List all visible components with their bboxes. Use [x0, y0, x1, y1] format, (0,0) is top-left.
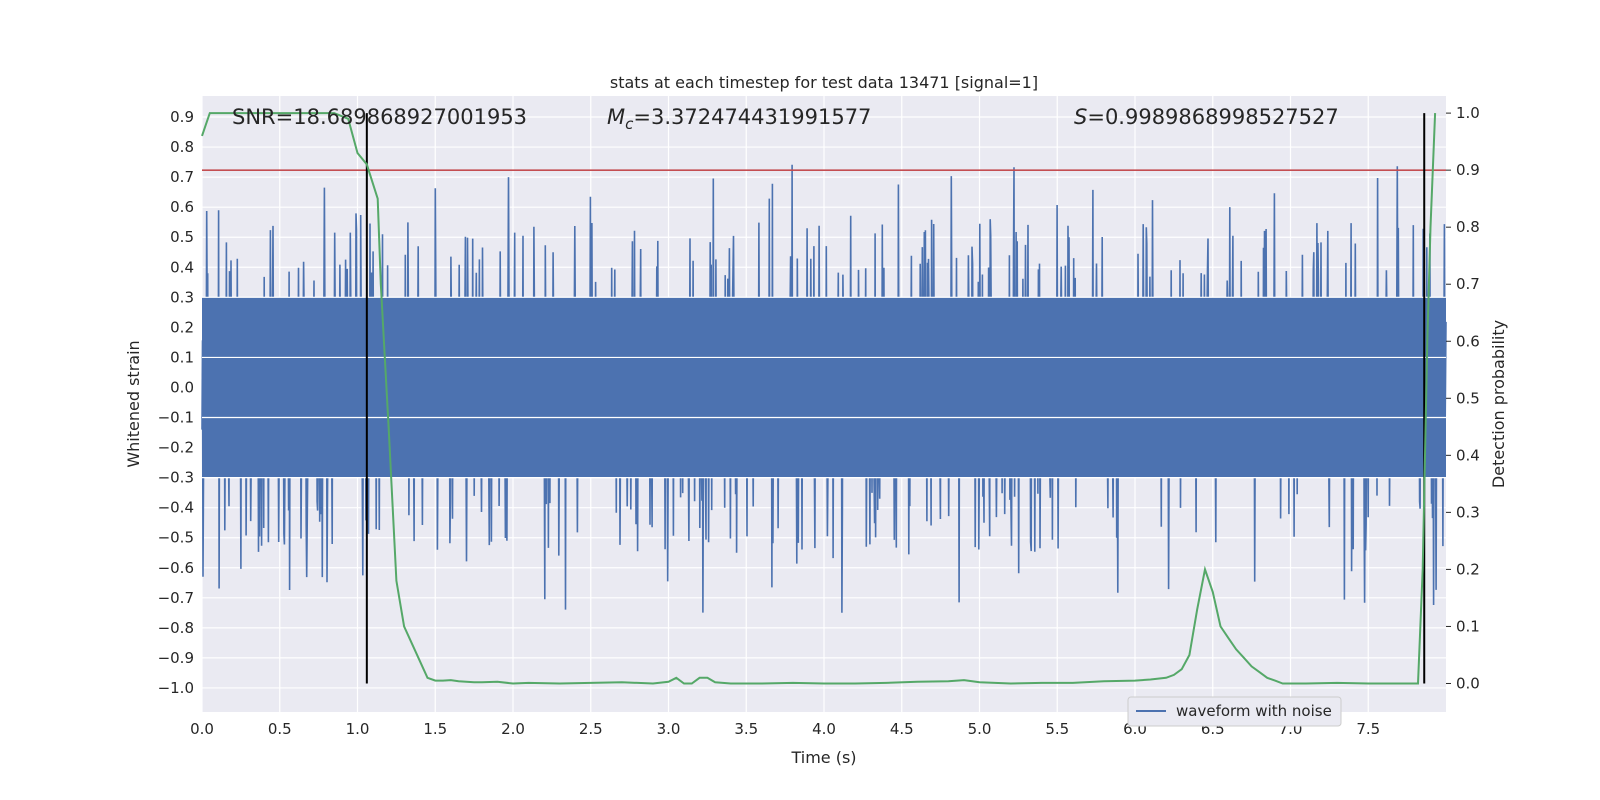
legend-label-waveform: waveform with noise: [1176, 702, 1332, 720]
x-tick-label: 2.0: [501, 720, 525, 738]
x-tick-label: 2.5: [579, 720, 603, 738]
y-right-tick-label: 0.7: [1456, 275, 1480, 293]
y-tick-label: 0.1: [170, 348, 194, 366]
x-tick-label: 5.0: [968, 720, 992, 738]
chirp-mass-symbol: M: [607, 105, 625, 129]
score-value: =0.9989868998527527: [1087, 105, 1338, 129]
y-tick-label: −0.2: [158, 439, 194, 457]
y-axis-right-label: Detection probability: [1489, 320, 1508, 488]
y-right-tick-label: 0.1: [1456, 617, 1480, 635]
y-tick-label: −0.4: [158, 499, 194, 517]
overlay-layer: [201, 112, 1446, 685]
y-right-tick-label: 0.4: [1456, 446, 1480, 464]
chirp-mass-annotation: Mc=3.372474431991577: [607, 105, 871, 133]
x-axis-label: Time (s): [790, 748, 856, 767]
x-tick-label: 0.5: [268, 720, 292, 738]
y-right-tick-label: 1.0: [1456, 104, 1480, 122]
y-right-tick-label: 0.6: [1456, 332, 1480, 350]
x-tick-label: 7.5: [1356, 720, 1380, 738]
y-tick-label: 0.3: [170, 288, 194, 306]
y-tick-label: −0.3: [158, 469, 194, 487]
y-right-tick-label: 0.5: [1456, 389, 1480, 407]
snr-annotation: SNR=18.689868927001953: [232, 105, 527, 129]
score-annotation: S=0.9989868998527527: [1074, 105, 1339, 129]
score-symbol: S: [1074, 105, 1087, 129]
y-tick-label: 0.4: [170, 258, 194, 276]
y-tick-label: 0.8: [170, 138, 194, 156]
y-tick-label: 0.2: [170, 318, 194, 336]
legend: waveform with noise: [1127, 696, 1342, 727]
waveform-series: [201, 164, 1447, 613]
y-tick-label: 0.7: [170, 168, 194, 186]
y-right-tick-label: 0.0: [1456, 674, 1480, 692]
waveform-band: [202, 297, 1446, 478]
y-tick-label: 0.0: [170, 378, 194, 396]
y-tick-label: 0.5: [170, 228, 194, 246]
chart-title: stats at each timestep for test data 134…: [610, 73, 1038, 92]
y-tick-label: −0.7: [158, 589, 194, 607]
chirp-mass-subscript: c: [625, 115, 634, 133]
y-tick-label: −0.5: [158, 529, 194, 547]
y-right-tick-label: 0.3: [1456, 503, 1480, 521]
x-tick-label: 4.0: [812, 720, 836, 738]
y-tick-label: −1.0: [158, 679, 194, 697]
y-tick-label: −0.9: [158, 649, 194, 667]
chirp-mass-value: =3.372474431991577: [633, 105, 871, 129]
legend-box: [1127, 696, 1342, 727]
x-tick-label: 3.0: [657, 720, 681, 738]
y-right-tick-label: 0.2: [1456, 560, 1480, 578]
y-tick-label: 0.9: [170, 108, 194, 126]
y-tick-label: −0.8: [158, 619, 194, 637]
x-tick-label: 5.5: [1045, 720, 1069, 738]
y-tick-label: −0.1: [158, 409, 194, 427]
y-tick-label: −0.6: [158, 559, 194, 577]
y-tick-label: 0.6: [170, 198, 194, 216]
x-tick-label: 0.0: [190, 720, 214, 738]
x-tick-label: 1.5: [423, 720, 447, 738]
x-tick-label: 3.5: [734, 720, 758, 738]
y-right-tick-label: 0.8: [1456, 218, 1480, 236]
x-tick-label: 4.5: [890, 720, 914, 738]
probability-line: [201, 112, 1437, 685]
y-right-tick-label: 0.9: [1456, 161, 1480, 179]
y-axis-label: Whitened strain: [124, 340, 143, 467]
x-tick-label: 1.0: [346, 720, 370, 738]
